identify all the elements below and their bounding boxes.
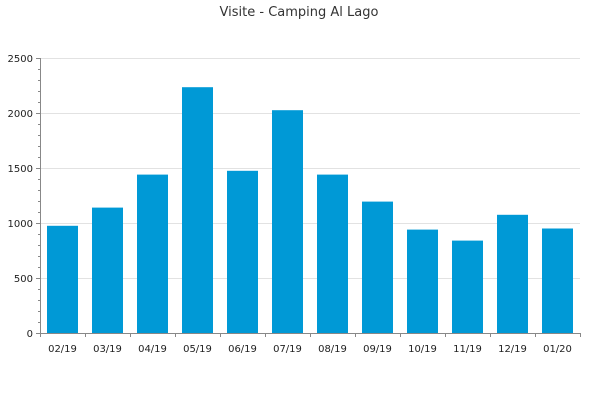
chart-title: Visite - Camping Al Lago [220, 5, 379, 20]
bar [272, 110, 303, 333]
bar [452, 240, 483, 333]
x-tick-label: 04/19 [138, 344, 167, 355]
x-tick-label: 07/19 [273, 344, 302, 355]
bars [47, 87, 573, 334]
bar [362, 201, 393, 333]
x-tick-label: 05/19 [183, 344, 212, 355]
bar [407, 229, 438, 333]
x-tick-label: 08/19 [318, 344, 347, 355]
gridlines [40, 58, 580, 279]
x-tick-label: 01/20 [543, 344, 572, 355]
bar [542, 228, 573, 333]
x-tick-label: 03/19 [93, 344, 122, 355]
x-tick-label: 09/19 [363, 344, 392, 355]
x-tick-label: 12/19 [498, 344, 527, 355]
axes [36, 58, 581, 337]
y-tick-label: 1500 [8, 164, 33, 175]
bar [137, 174, 168, 333]
x-tick-label: 06/19 [228, 344, 257, 355]
x-tick-label: 10/19 [408, 344, 437, 355]
y-tick-labels: 0 500 1000 1500 2000 2500 [8, 54, 33, 340]
x-tick-label: 11/19 [453, 344, 482, 355]
bar [497, 214, 528, 334]
y-tick-label: 1000 [8, 219, 33, 230]
y-tick-label: 2500 [8, 54, 33, 65]
bar [317, 174, 348, 333]
bar [47, 225, 78, 334]
y-tick-label: 0 [27, 329, 33, 340]
y-tick-label: 2000 [8, 109, 33, 120]
x-tick-labels: 02/19 03/19 04/19 05/19 06/19 07/19 08/19 09/19… [48, 344, 572, 355]
bar [92, 207, 123, 333]
bar [227, 170, 258, 334]
bar [182, 87, 213, 333]
x-tick-label: 02/19 [48, 344, 77, 355]
y-tick-label: 500 [14, 274, 33, 285]
